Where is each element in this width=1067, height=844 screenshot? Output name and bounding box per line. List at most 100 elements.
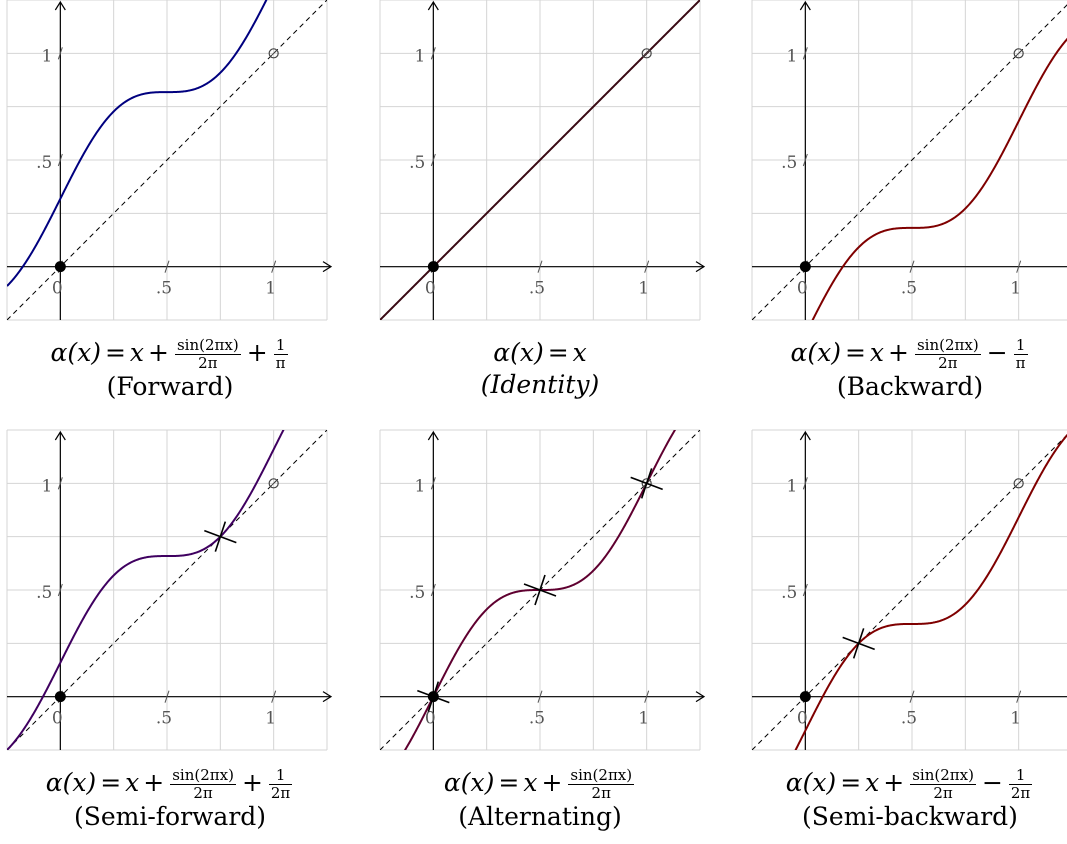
formula-base: x xyxy=(125,768,140,797)
curve-group xyxy=(7,430,285,750)
x-tick-label: .5 xyxy=(901,709,917,729)
y-axis-arrow xyxy=(427,0,439,11)
y-axis-arrow xyxy=(427,430,439,441)
series-curve xyxy=(7,430,285,750)
y-tick-label: .5 xyxy=(36,583,52,603)
fixed-point-cross xyxy=(534,574,546,606)
y-tick xyxy=(57,47,63,60)
x-tick xyxy=(271,690,277,703)
x-tick-label: 1 xyxy=(265,709,276,729)
fraction-numerator: sin(2πx) xyxy=(910,766,976,785)
formula: α(x) = x xyxy=(362,336,718,370)
formula: α(x) = x + sin(2πx) 2π +1 2π xyxy=(0,766,348,802)
x-axis-arrow xyxy=(695,261,706,273)
x-tick xyxy=(164,690,170,703)
grid xyxy=(751,429,1067,751)
plot-panel: 0 .5 1 .5 1 xyxy=(379,429,706,751)
x-tick-label: 0 xyxy=(797,279,808,299)
y-tick-label: 1 xyxy=(787,46,798,66)
y-axis-arrow xyxy=(54,430,66,441)
formula-base: x xyxy=(523,768,538,797)
x-tick-label: 1 xyxy=(1010,709,1021,729)
y-axis-arrow xyxy=(54,0,66,11)
formula-base: x xyxy=(129,338,145,367)
formula-lhs: α(x) xyxy=(50,338,101,367)
fraction-numerator: sin(2πx) xyxy=(914,336,981,355)
caption-backward: α(x) = x + sin(2πx) 2π −1 π (Backward) xyxy=(732,336,1067,402)
x-tick-label: .5 xyxy=(529,279,545,299)
open-circle-marker xyxy=(1013,48,1024,59)
formula-plus: + xyxy=(148,338,169,367)
origin-dot-marker xyxy=(427,261,439,273)
x-tick-label: 0 xyxy=(797,709,808,729)
x-tick xyxy=(164,260,170,273)
formula-sign: − xyxy=(981,768,1003,797)
y-tick-label: .5 xyxy=(409,153,425,173)
fraction-numerator: 1 xyxy=(273,337,288,355)
open-circle-slash xyxy=(1015,49,1023,57)
plot-panel: 0 .5 1 .5 1 xyxy=(6,429,333,751)
y-tick-label: .5 xyxy=(36,153,52,173)
y-tick-label: 1 xyxy=(42,46,53,66)
formula: α(x) = x + sin(2πx) 2π +1 π xyxy=(0,336,348,372)
fraction-denominator: 2π xyxy=(193,784,213,802)
y-tick xyxy=(802,477,808,490)
origin-dot-marker xyxy=(799,691,811,703)
fraction: 1 2π xyxy=(268,767,293,802)
y-axis-arrow xyxy=(799,0,811,11)
curve-group xyxy=(7,0,268,287)
fraction-denominator: 2π xyxy=(198,354,218,372)
y-tick-label: .5 xyxy=(781,153,797,173)
fraction-denominator: π xyxy=(1015,354,1026,372)
y-tick xyxy=(802,153,808,167)
grid xyxy=(751,0,1067,321)
formula-equals: = xyxy=(844,338,866,367)
curve-group xyxy=(811,37,1067,320)
x-tick-label: 0 xyxy=(425,709,436,729)
formula-sign: − xyxy=(986,338,1008,367)
y-tick xyxy=(802,47,808,60)
fixed-point-cross xyxy=(640,468,653,499)
series-curve xyxy=(811,37,1067,320)
plot-panel: 0 .5 1 .5 1 xyxy=(6,0,333,321)
y-tick-label: .5 xyxy=(409,583,425,603)
fixed-point-cross xyxy=(852,628,865,659)
formula-sign: + xyxy=(241,768,263,797)
caption-alternating: α(x) = x + sin(2πx) 2π (Alternating) xyxy=(362,766,718,832)
fraction: sin(2πx) 2π xyxy=(568,767,635,802)
y-tick xyxy=(430,477,436,490)
fraction: sin(2πx) 2π xyxy=(170,767,236,802)
y-tick xyxy=(57,153,63,167)
formula-lhs: α(x) xyxy=(785,768,837,797)
fraction-numerator: 1 xyxy=(268,767,293,785)
fraction-numerator: 1 xyxy=(1008,767,1033,785)
x-tick-label: 1 xyxy=(1010,279,1021,299)
x-tick-label: .5 xyxy=(156,709,172,729)
origin-dot-marker xyxy=(54,261,66,273)
formula: α(x) = x + sin(2πx) 2π xyxy=(362,766,718,802)
caption-semi-forward: α(x) = x + sin(2πx) 2π +1 2π (Semi-forward) xyxy=(0,766,348,832)
x-tick xyxy=(537,260,543,273)
x-tick-label: 1 xyxy=(638,279,649,299)
formula-lhs: α(x) xyxy=(790,338,841,367)
formula-plus: + xyxy=(888,338,909,367)
formula: α(x) = x + sin(2πx) 2π −1 π xyxy=(732,336,1067,372)
y-tick-label: 1 xyxy=(415,476,426,496)
formula-lhs: α(x) xyxy=(443,768,495,797)
fraction: sin(2πx) 2π xyxy=(174,337,241,372)
y-tick-label: 1 xyxy=(415,46,426,66)
x-tick-label: .5 xyxy=(156,279,172,299)
fraction-denominator: 2π xyxy=(591,784,611,802)
x-tick xyxy=(909,260,915,273)
series-curve xyxy=(794,433,1067,750)
fraction-denominator: π xyxy=(275,354,286,372)
x-tick xyxy=(1016,260,1022,273)
axes xyxy=(7,0,333,320)
formula-equals: = xyxy=(840,768,862,797)
open-circle-marker xyxy=(268,478,279,489)
open-circle-marker xyxy=(268,48,279,59)
fraction: 1 2π xyxy=(1008,767,1033,802)
